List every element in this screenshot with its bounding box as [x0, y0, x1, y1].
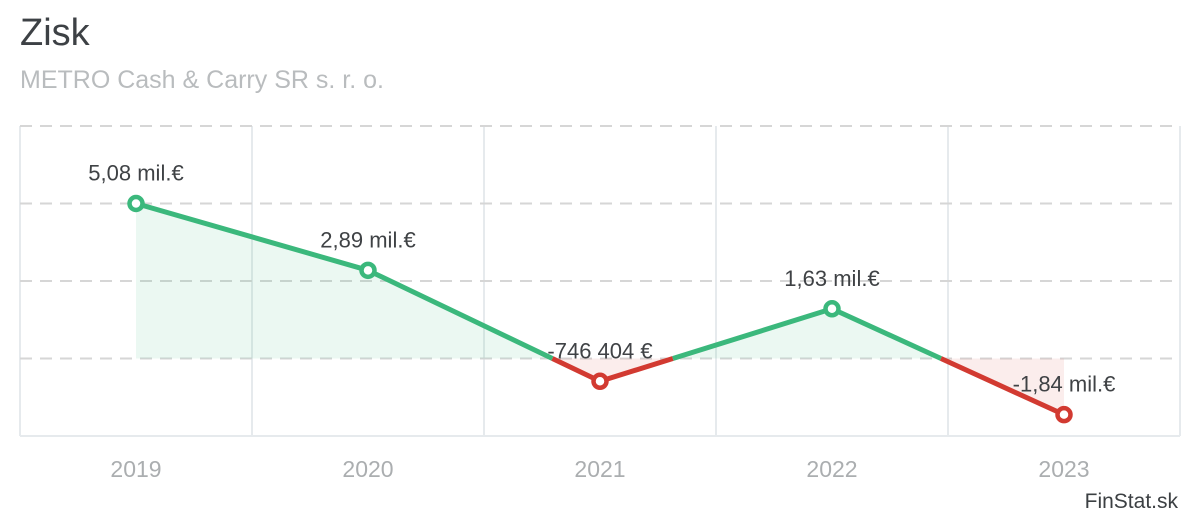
- data-point-label: -746 404 €: [547, 338, 652, 363]
- positive-area-fill: [672, 308, 941, 359]
- x-axis-label: 2023: [1038, 456, 1089, 482]
- negative-line-segment: [939, 356, 1066, 417]
- data-point-label: 1,63 mil.€: [784, 266, 879, 291]
- data-point-marker[interactable]: [1055, 405, 1073, 424]
- data-point-marker[interactable]: [823, 300, 841, 318]
- data-point-label: -1,84 mil.€: [1013, 372, 1116, 397]
- negative-area-fill: [552, 358, 673, 382]
- x-axis-label: 2019: [110, 456, 161, 482]
- positive-area-fill: [136, 203, 553, 359]
- chart-subtitle: METRO Cash & Carry SR s. r. o.: [20, 66, 384, 94]
- data-point-marker[interactable]: [591, 372, 609, 391]
- data-point-label: 2,89 mil.€: [320, 227, 415, 252]
- data-point-marker[interactable]: [127, 194, 145, 213]
- x-axis-label: 2020: [342, 456, 393, 482]
- data-point-marker[interactable]: [359, 261, 377, 280]
- x-axis-label: 2021: [574, 456, 625, 482]
- chart-title: Zisk: [20, 12, 90, 54]
- data-point-label: 5,08 mil.€: [88, 161, 183, 186]
- finstat-watermark: FinStat.sk: [1084, 490, 1178, 513]
- x-axis-label: 2022: [806, 456, 857, 482]
